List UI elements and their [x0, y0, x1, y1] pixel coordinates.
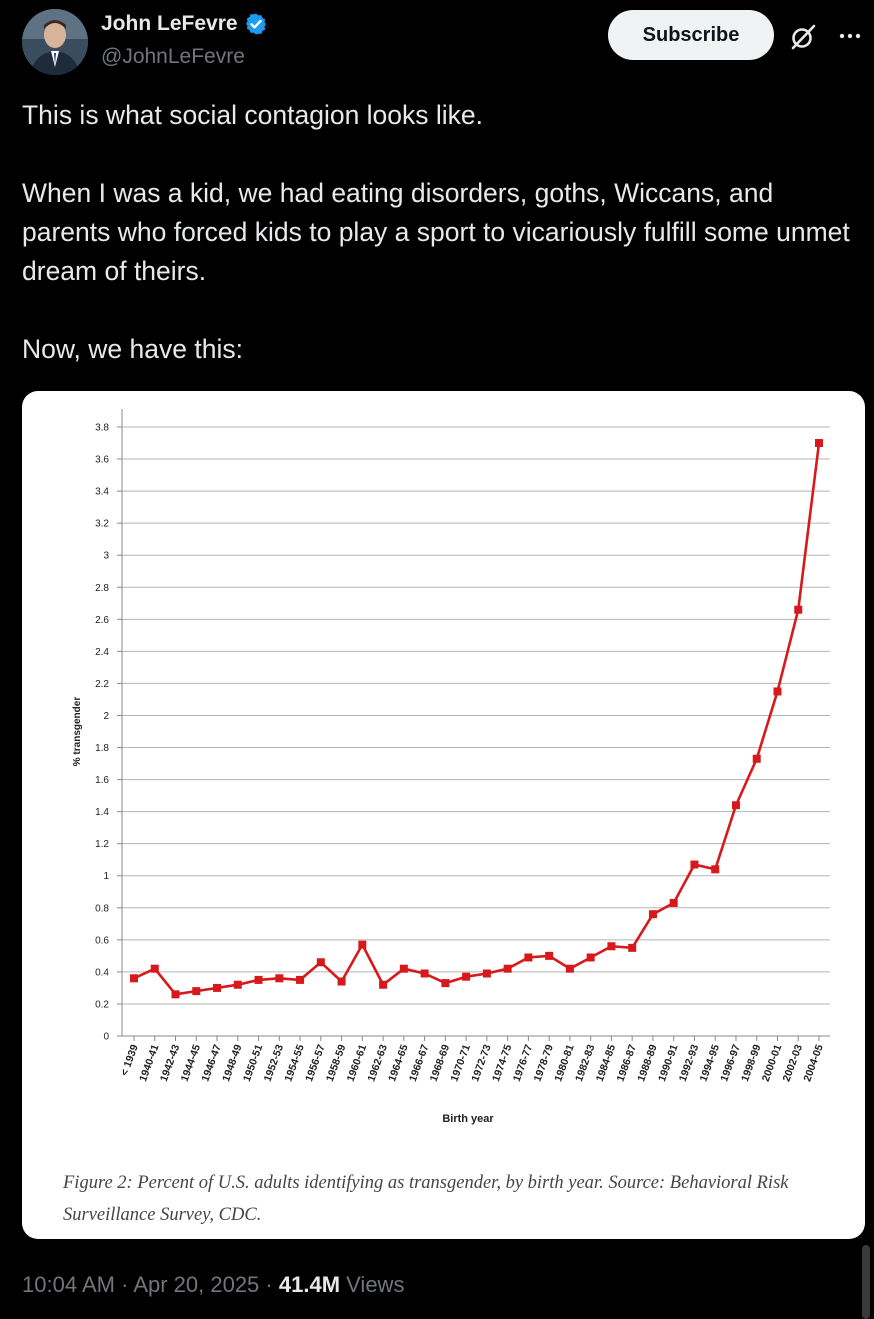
subscribe-button[interactable]: Subscribe — [608, 10, 774, 60]
data-point — [482, 969, 491, 978]
tweet-date[interactable]: Apr 20, 2025 — [133, 1272, 260, 1297]
tweet-time[interactable]: 10:04 AM — [22, 1272, 115, 1297]
data-point — [254, 975, 263, 984]
data-point — [337, 977, 346, 986]
author-name-text[interactable]: John LeFevre — [101, 12, 238, 35]
data-point — [150, 964, 159, 973]
y-tick-labels: 0 0.2 0.4 0.6 0.8 1 1.2 1.4 1.6 1.8 2 2.2 2.4 2.6 2.8 3… — [95, 423, 109, 1043]
y-tick-label: 2.4 — [95, 647, 109, 658]
data-point — [296, 975, 305, 984]
x-axis-label: Birth year — [442, 1113, 494, 1125]
series-line — [133, 442, 821, 996]
x-tick-labels: < 19391940-411942-431944-451946-471948-4… — [118, 1036, 826, 1083]
data-point — [213, 983, 222, 992]
chart-axes — [121, 409, 830, 1037]
data-point — [648, 910, 657, 919]
tweet-meta: 10:04 AM · Apr 20, 2025 · 41.4M Views — [22, 1272, 404, 1298]
data-point — [420, 969, 429, 978]
data-point — [752, 754, 761, 763]
x-tick-label: < 1939 — [118, 1043, 140, 1078]
data-point — [171, 990, 180, 999]
author-handle[interactable]: @JohnLeFevre — [101, 45, 245, 68]
y-tick-label: 3.6 — [95, 455, 109, 466]
data-point — [545, 951, 554, 960]
y-tick-label: 0.2 — [95, 999, 109, 1010]
more-options-icon[interactable] — [836, 22, 864, 50]
data-point — [399, 964, 408, 973]
tweet-paragraph: Now, we have this: — [22, 334, 243, 364]
views-label: Views — [346, 1272, 405, 1297]
y-tick-label: 1.8 — [95, 743, 109, 754]
avatar[interactable] — [22, 9, 88, 75]
data-point — [669, 898, 678, 907]
y-tick-label: 0.6 — [95, 935, 109, 946]
scrollbar[interactable] — [862, 1245, 870, 1319]
y-tick-label: 1.4 — [95, 807, 109, 818]
data-point — [711, 865, 720, 874]
y-tick-label: 2 — [103, 711, 109, 722]
data-point — [379, 980, 388, 989]
y-tick-label: 1.6 — [95, 775, 109, 786]
tweet-paragraph: This is what social contagion looks like… — [22, 100, 484, 130]
data-point — [690, 860, 699, 869]
y-tick-label: 2.8 — [95, 583, 109, 594]
y-tick-label: 0 — [103, 1032, 109, 1043]
data-point — [130, 974, 138, 983]
views-count: 41.4M — [278, 1272, 341, 1297]
x-tick-label: 2004-05 — [801, 1043, 826, 1083]
data-point — [233, 980, 242, 989]
y-tick-label: 0.8 — [95, 903, 109, 914]
chart-series — [130, 439, 823, 999]
grok-icon[interactable] — [788, 22, 818, 52]
data-point — [773, 687, 782, 696]
figure-caption: Figure 2: Percent of U.S. adults identif… — [63, 1173, 789, 1225]
y-tick-label: 3 — [103, 551, 109, 562]
y-tick-label: 2.2 — [95, 679, 109, 690]
data-point — [503, 964, 512, 973]
y-tick-label: 3.2 — [95, 519, 109, 530]
data-point — [275, 974, 284, 983]
data-point — [441, 979, 450, 988]
data-point — [565, 964, 574, 973]
data-point — [316, 958, 325, 967]
tweet-text: This is what social contagion looks like… — [22, 96, 862, 369]
chart-grid — [117, 426, 830, 1037]
y-axis-label: % transgender — [72, 697, 83, 767]
verified-badge-icon — [245, 13, 266, 35]
avatar-image — [22, 9, 88, 75]
data-point — [794, 605, 803, 614]
data-point — [731, 801, 740, 810]
y-tick-label: 3.8 — [95, 423, 109, 434]
data-point — [815, 439, 823, 448]
meta-separator: · — [121, 1272, 129, 1297]
tweet-media-image[interactable]: 0 0.2 0.4 0.6 0.8 1 1.2 1.4 1.6 1.8 2 2.2 2.4 2.6 2.8 3… — [22, 391, 865, 1239]
y-tick-label: 1.2 — [95, 839, 109, 850]
data-point — [462, 972, 471, 981]
data-point — [358, 940, 367, 949]
line-chart: 0 0.2 0.4 0.6 0.8 1 1.2 1.4 1.6 1.8 2 2.2 2.4 2.6 2.8 3… — [72, 409, 830, 1125]
data-point — [192, 987, 201, 996]
tweet-paragraph: When I was a kid, we had eating disorder… — [22, 178, 850, 286]
y-tick-label: 2.6 — [95, 615, 109, 626]
y-tick-label: 0.4 — [95, 967, 109, 978]
data-point — [607, 942, 616, 951]
author-name[interactable]: John LeFevre — [101, 12, 268, 36]
meta-separator: · — [265, 1272, 273, 1297]
data-point — [628, 943, 637, 952]
y-tick-label: 1 — [103, 871, 109, 882]
data-point — [586, 953, 595, 962]
y-tick-label: 3.4 — [95, 487, 109, 498]
data-point — [524, 953, 533, 962]
